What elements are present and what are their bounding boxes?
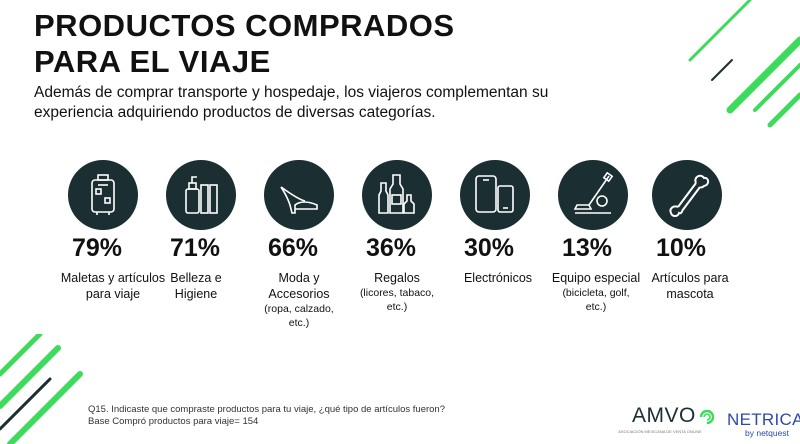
category-pets: 10% Artículos para mascota: [651, 160, 752, 301]
category-label-text: Belleza e Higiene: [170, 271, 222, 301]
category-label: Artículos para mascota: [642, 270, 738, 302]
category-detail: (licores, tabaco, etc.): [359, 287, 435, 313]
category-circle: [652, 160, 722, 230]
category-percent: 36%: [366, 234, 417, 262]
golf-icon: [573, 171, 614, 214]
category-luggage: 79% Maletas y artículos para viaje: [61, 160, 168, 301]
category-label-text: Maletas y artículos para viaje: [60, 271, 166, 301]
category-circle: [68, 160, 138, 230]
decorative-stripes-bottom-left: [0, 334, 83, 444]
category-label: Belleza e Higiene: [136, 270, 256, 302]
category-label-text: Equipo especial: [551, 271, 641, 285]
category-label: Electrónicos: [448, 270, 548, 286]
suitcase-icon: [91, 174, 115, 215]
footnote-base: Base Compró productos para viaje= 154: [88, 416, 259, 427]
decorative-stripes-top-right: [688, 0, 800, 128]
amvo-logo: AMVO: [632, 404, 696, 427]
high-heel-icon: [280, 186, 318, 214]
category-percent: 71%: [170, 234, 221, 262]
devices-icon: [475, 175, 514, 213]
category-label-text: Regalos: [374, 271, 420, 285]
netquest-tagline: by netquest: [745, 428, 789, 438]
bottles-icon: [378, 174, 415, 214]
category-circle: [460, 160, 530, 230]
categories-row: 79% Maletas y artículos para viaje 71% B…: [61, 160, 729, 330]
footnote: Q15. Indicaste que compraste productos p…: [88, 404, 445, 428]
category-special-equipment: 13% Equipo especial (bicicleta, golf, et…: [552, 160, 658, 313]
category-label-text: Moda y Accesorios: [268, 271, 330, 301]
slide-subtitle: Además de comprar transporte y hospedaje…: [34, 84, 549, 121]
category-electronics: 30% Electrónicos: [460, 160, 560, 285]
category-percent: 13%: [562, 234, 613, 262]
title-line-1: PRODUCTOS COMPRADOS: [34, 8, 455, 43]
title-line-2: PARA EL VIAJE: [34, 44, 271, 79]
category-label: Equipo especial (bicicleta, golf, etc.): [536, 270, 656, 314]
category-detail: (ropa, calzado, etc.): [264, 303, 334, 329]
category-circle: [558, 160, 628, 230]
amvo-tagline: ASOCIACIÓN MEXICANA DE VENTA ONLINE: [618, 429, 702, 434]
footnote-question: Q15. Indicaste que compraste productos p…: [88, 404, 445, 415]
category-percent: 10%: [656, 234, 707, 262]
category-fashion: 66% Moda y Accesorios (ropa, calzado, et…: [264, 160, 364, 329]
category-detail: (bicicleta, golf, etc.): [562, 287, 630, 313]
cosmetics-icon: [185, 176, 218, 214]
category-beauty: 71% Belleza e Higiene: [166, 160, 266, 301]
category-gifts: 36% Regalos (licores, tabaco, etc.): [360, 160, 462, 313]
category-percent: 30%: [464, 234, 515, 262]
bone-icon: [669, 174, 710, 217]
category-label: Moda y Accesorios (ropa, calzado, etc.): [239, 270, 359, 330]
category-circle: [362, 160, 432, 230]
category-label-text: Electrónicos: [463, 271, 533, 285]
category-label-text: Artículos para mascota: [651, 271, 729, 301]
category-percent: 66%: [268, 234, 319, 262]
slide-title: PRODUCTOS COMPRADOS PARA EL VIAJE: [34, 8, 634, 80]
amvo-logo-mark: [699, 409, 715, 425]
category-circle: [166, 160, 236, 230]
category-label: Regalos (licores, tabaco, etc.): [337, 270, 457, 314]
netrica-logo: NETRICA: [727, 410, 800, 429]
category-percent: 79%: [72, 234, 123, 262]
category-circle: [264, 160, 334, 230]
category-label: Maletas y artículos para viaje: [53, 270, 173, 302]
